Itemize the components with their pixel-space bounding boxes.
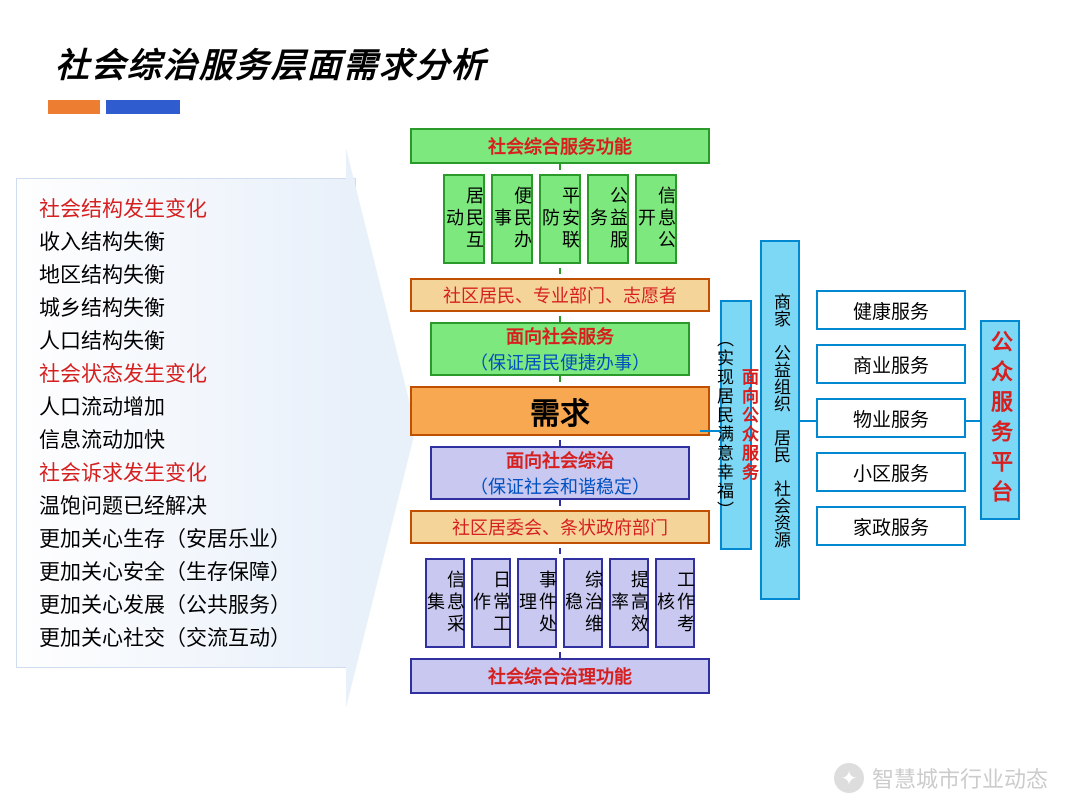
top-function-row: 居民互动便民办事平安联防公益服务信息公开 xyxy=(410,174,710,264)
service-down-sub: （保证社会和谐稳定） xyxy=(470,473,650,499)
driver-item: 人口流动增加 xyxy=(39,391,345,424)
driver-item: 社会诉求发生变化 xyxy=(39,457,345,490)
connector-line xyxy=(800,420,816,422)
top-header: 社会综合服务功能 xyxy=(410,128,710,164)
service-item: 小区服务 xyxy=(816,452,966,492)
bottom-header: 社会综合治理功能 xyxy=(410,658,710,694)
accent-bars xyxy=(48,100,180,114)
connector-line xyxy=(966,420,980,422)
need-box: 需求 xyxy=(410,386,710,436)
bottom-function-cell: 信息采集 xyxy=(425,558,465,648)
bottom-function-row: 信息采集日常工作事件处理综治维稳提高效率工作考核 xyxy=(410,558,710,648)
service-up-title: 面向社会服务 xyxy=(506,323,614,349)
top-actors: 社区居民、专业部门、志愿者 xyxy=(410,278,710,312)
bar-orange xyxy=(48,100,100,114)
service-item: 健康服务 xyxy=(816,290,966,330)
driver-item: 社会结构发生变化 xyxy=(39,193,345,226)
service-down-title: 面向社会综治 xyxy=(506,447,614,473)
service-item: 物业服务 xyxy=(816,398,966,438)
service-down-box: 面向社会综治 （保证社会和谐稳定） xyxy=(430,446,690,500)
bottom-function-cell: 工作考核 xyxy=(655,558,695,648)
driver-item: 人口结构失衡 xyxy=(39,325,345,358)
driver-item: 更加关心生存（安居乐业） xyxy=(39,523,345,556)
page-title: 社会综治服务层面需求分析 xyxy=(55,38,487,87)
service-up-sub: （保证居民便捷办事） xyxy=(470,349,650,375)
center-stack: 社会综合服务功能 居民互动便民办事平安联防公益服务信息公开 社区居民、专业部门、… xyxy=(400,128,720,694)
wechat-icon: ✦ xyxy=(834,763,864,793)
top-function-cell: 居民互动 xyxy=(443,174,485,264)
service-item: 商业服务 xyxy=(816,344,966,384)
platform-col: 公众服务平台 xyxy=(980,320,1020,520)
bottom-function-cell: 日常工作 xyxy=(471,558,511,648)
driver-item: 更加关心发展（公共服务） xyxy=(39,589,345,622)
top-function-cell: 便民办事 xyxy=(491,174,533,264)
watermark: ✦ 智慧城市行业动态 xyxy=(834,762,1048,794)
bottom-function-cell: 综治维稳 xyxy=(563,558,603,648)
bottom-function-cell: 事件处理 xyxy=(517,558,557,648)
connector-line xyxy=(700,430,720,432)
service-item: 家政服务 xyxy=(816,506,966,546)
driver-item: 更加关心安全（生存保障） xyxy=(39,556,345,589)
drivers-list: 社会结构发生变化收入结构失衡地区结构失衡城乡结构失衡人口结构失衡社会状态发生变化… xyxy=(16,178,356,668)
actors-col: 商家 公益组织 居民 社会资源 xyxy=(760,240,800,600)
top-function-cell: 信息公开 xyxy=(635,174,677,264)
driver-item: 社会状态发生变化 xyxy=(39,358,345,391)
service-up-box: 面向社会服务 （保证居民便捷办事） xyxy=(430,322,690,376)
driver-item: 地区结构失衡 xyxy=(39,259,345,292)
driver-item: 城乡结构失衡 xyxy=(39,292,345,325)
bottom-actors: 社区居委会、条状政府部门 xyxy=(410,510,710,544)
drivers-arrow: 社会结构发生变化收入结构失衡地区结构失衡城乡结构失衡人口结构失衡社会状态发生变化… xyxy=(16,178,396,668)
right-panel: 面向公众服务 （实现居民满意幸福） 商家 公益组织 居民 社会资源 健康服务商业… xyxy=(720,240,1060,600)
driver-item: 更加关心社交（交流互动） xyxy=(39,622,345,655)
top-function-cell: 公益服务 xyxy=(587,174,629,264)
driver-item: 信息流动加快 xyxy=(39,424,345,457)
driver-item: 收入结构失衡 xyxy=(39,226,345,259)
bar-blue xyxy=(106,100,180,114)
public-service-col: 面向公众服务 （实现居民满意幸福） xyxy=(720,300,752,550)
driver-item: 温饱问题已经解决 xyxy=(39,490,345,523)
bottom-function-cell: 提高效率 xyxy=(609,558,649,648)
top-function-cell: 平安联防 xyxy=(539,174,581,264)
service-list: 健康服务商业服务物业服务小区服务家政服务 xyxy=(816,290,966,546)
